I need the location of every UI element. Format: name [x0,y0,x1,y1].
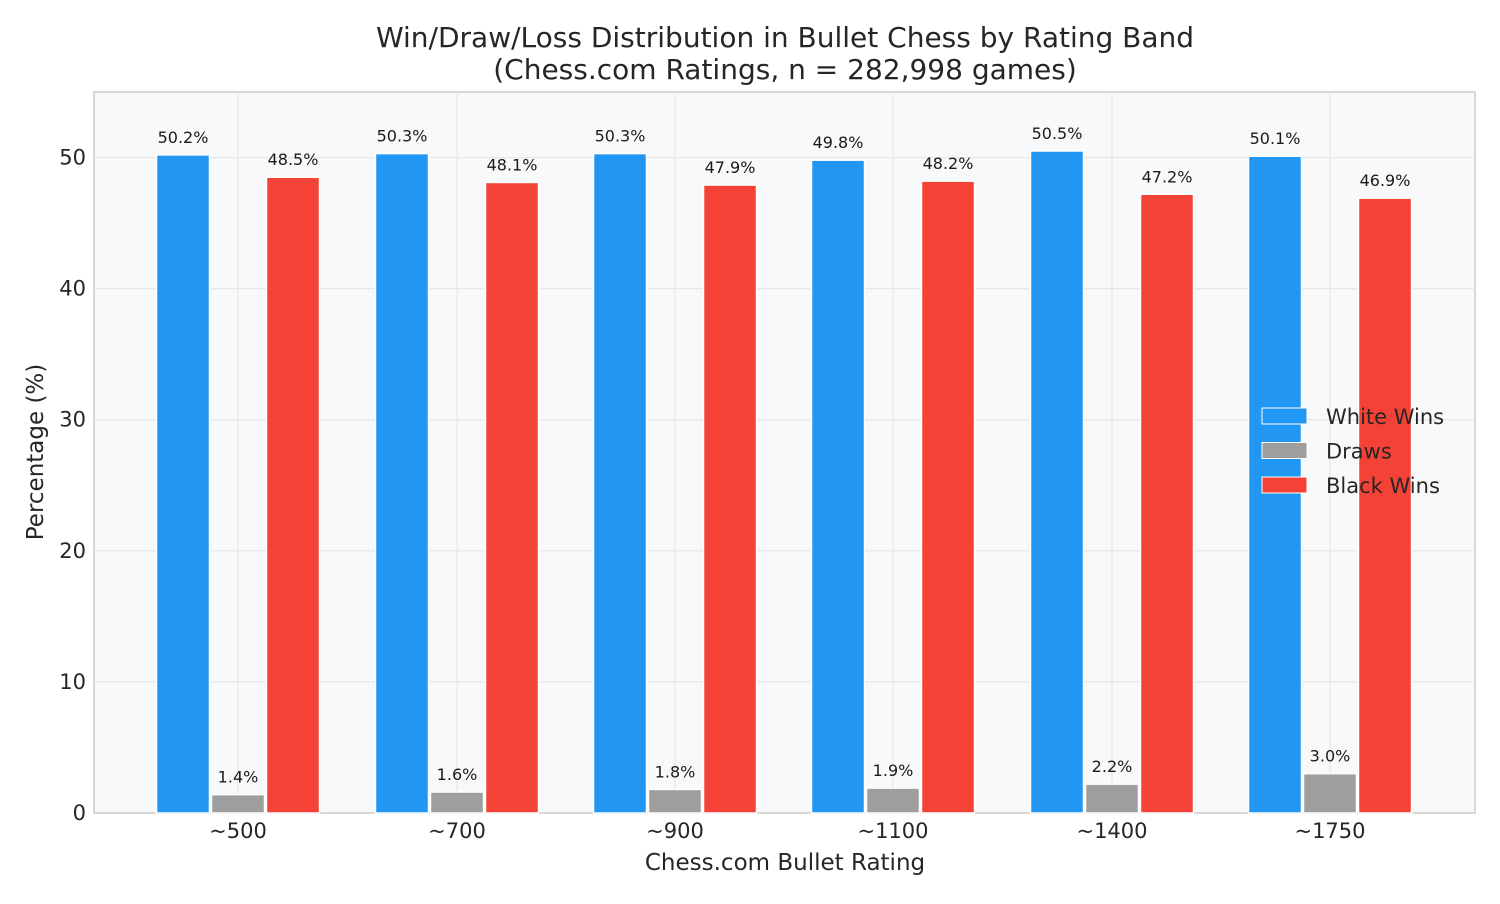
bar-value-label: 50.3% [377,127,428,146]
bar [1357,197,1413,814]
x-axis-ticks: ~500 ~700 ~900 ~1100 ~1400 ~1750 [209,819,1365,843]
bar [155,154,211,814]
bar-value-label: 1.6% [437,765,478,784]
y-tick-label: 0 [73,801,86,825]
bar [374,152,430,814]
bar-value-label: 50.5% [1032,124,1083,143]
grid-lines [94,92,1475,813]
chart-title: Win/Draw/Loss Distribution in Bullet Che… [376,21,1194,54]
bar-value-label: 47.2% [1142,167,1193,186]
bar-value-label: 1.9% [873,761,914,780]
bar-value-label: 46.9% [1360,171,1411,190]
legend-swatch [1261,476,1308,494]
bar [265,176,321,814]
y-tick-label: 10 [59,670,86,694]
y-axis-ticks: 0 10 20 30 40 50 [59,146,86,825]
bar-value-label: 48.2% [923,154,974,173]
bar [1302,772,1358,814]
bar-value-label: 1.4% [218,768,259,787]
bar-value-label: 50.1% [1250,129,1301,148]
legend-label: Draws [1326,440,1392,464]
bar [1029,150,1085,814]
bar [1139,193,1195,814]
y-tick-label: 40 [59,277,86,301]
bar [1084,783,1140,814]
legend: White Wins Draws Black Wins [1261,405,1444,498]
x-tick-label: ~500 [209,819,267,843]
x-tick-label: ~900 [646,819,704,843]
bar [647,788,703,814]
bar [810,159,866,814]
bar-value-label: 1.8% [655,762,696,781]
x-tick-label: ~1100 [857,819,928,843]
legend-label: White Wins [1326,405,1444,429]
bar [429,791,485,814]
bar-value-label: 47.9% [705,158,756,177]
bar [484,181,540,814]
chart-subtitle: (Chess.com Ratings, n = 282,998 games) [493,53,1077,86]
legend-swatch [1261,407,1308,425]
y-tick-label: 30 [59,408,86,432]
bar-value-label: 49.8% [813,133,864,152]
plot-area [93,91,1476,814]
bar [592,152,648,814]
bar-value-label: 3.0% [1310,747,1351,766]
bar-labels: 50.2% 50.3% 50.3% 49.8% 50.5% 50.1% 1.4% 1.6% 1.… [158,124,1411,787]
bars [155,150,1413,814]
x-axis-title: Chess.com Bullet Rating [645,850,925,876]
y-axis-title: Percentage (%) [23,364,49,541]
bar-value-label: 48.5% [268,150,319,169]
legend-label: Black Wins [1326,474,1440,498]
bar [865,787,921,814]
bar [920,180,976,814]
bar [210,793,266,814]
bar-value-label: 50.3% [595,127,646,146]
x-tick-label: ~1750 [1294,819,1365,843]
x-tick-label: ~700 [428,819,486,843]
bar-value-label: 48.1% [487,155,538,174]
x-tick-label: ~1400 [1076,819,1147,843]
legend-swatch [1261,442,1308,459]
bar [702,184,758,814]
y-tick-label: 20 [59,539,86,563]
bar-value-label: 50.2% [158,128,209,147]
y-tick-label: 50 [59,146,86,170]
bar-value-label: 2.2% [1092,757,1133,776]
